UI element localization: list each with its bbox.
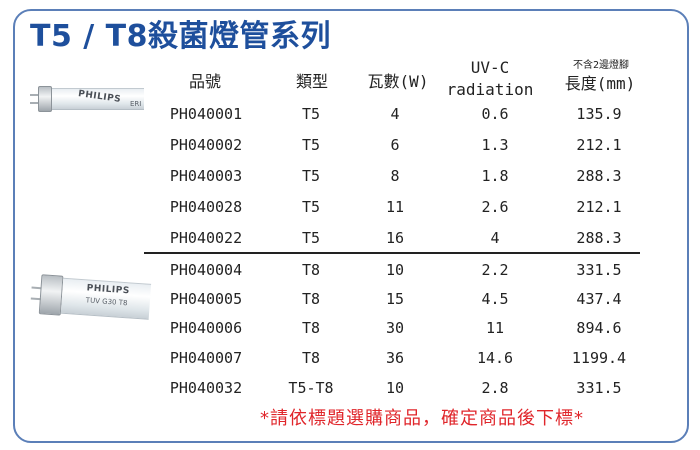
cell-type: T8 bbox=[301, 290, 321, 308]
cell-product-no: PH040005 bbox=[169, 290, 243, 308]
cell-type: T8 bbox=[301, 319, 321, 337]
page-title: T5 / T8殺菌燈管系列 bbox=[30, 19, 332, 54]
header-length: 長度(mm) bbox=[564, 74, 636, 93]
cell-type: T5-T8 bbox=[288, 379, 334, 397]
cell-product-no: PH040028 bbox=[169, 198, 243, 216]
cell-watt: 8 bbox=[390, 167, 400, 185]
cell-length: 212.1 bbox=[576, 136, 622, 154]
cell-uvc: 14.6 bbox=[476, 349, 514, 367]
cell-uvc: 0.6 bbox=[481, 105, 509, 123]
lamp-sub-text: ERI bbox=[130, 100, 142, 108]
lamp-cap bbox=[38, 86, 52, 112]
header-type: 類型 bbox=[295, 72, 328, 91]
catalog-frame bbox=[13, 9, 689, 443]
cell-uvc: 2.2 bbox=[481, 261, 509, 279]
cell-watt: 36 bbox=[385, 349, 405, 367]
cell-product-no: PH040001 bbox=[169, 105, 243, 123]
t5-lamp-image: PHILIPS ERI bbox=[30, 86, 144, 112]
header-length-note: 不含2邊燈腳 bbox=[572, 60, 630, 71]
cell-type: T8 bbox=[301, 349, 321, 367]
header-uvc-line1: UV-C bbox=[470, 58, 510, 77]
cell-type: T5 bbox=[301, 105, 321, 123]
cell-watt: 16 bbox=[385, 229, 405, 247]
cell-length: 135.9 bbox=[576, 105, 622, 123]
cell-length: 894.6 bbox=[576, 319, 622, 337]
lamp-pin bbox=[30, 94, 40, 96]
cell-type: T8 bbox=[301, 261, 321, 279]
lamp-pin bbox=[30, 102, 40, 104]
header-uvc-line2: radiation bbox=[446, 80, 534, 99]
cell-watt: 10 bbox=[385, 379, 405, 397]
cell-uvc: 1.3 bbox=[481, 136, 509, 154]
cell-watt: 15 bbox=[385, 290, 405, 308]
cell-type: T5 bbox=[301, 136, 321, 154]
cell-product-no: PH040003 bbox=[169, 167, 243, 185]
cell-product-no: PH040004 bbox=[169, 261, 243, 279]
cell-length: 288.3 bbox=[576, 167, 622, 185]
lamp-cap bbox=[38, 274, 64, 316]
cell-uvc: 4 bbox=[490, 229, 500, 247]
cell-uvc: 2.6 bbox=[481, 198, 509, 216]
cell-type: T5 bbox=[301, 229, 321, 247]
cell-watt: 10 bbox=[385, 261, 405, 279]
cell-length: 331.5 bbox=[576, 379, 622, 397]
cell-length: 331.5 bbox=[576, 261, 622, 279]
cell-watt: 11 bbox=[385, 198, 405, 216]
lamp-tube bbox=[52, 88, 144, 110]
cell-type: T5 bbox=[301, 167, 321, 185]
cell-product-no: PH040032 bbox=[169, 379, 243, 397]
cell-type: T5 bbox=[301, 198, 321, 216]
t8-lamp-image: PHILIPS TUV G30 T8 bbox=[30, 274, 152, 320]
cell-uvc: 1.8 bbox=[481, 167, 509, 185]
purchase-note: *請依標題選購商品，確定商品後下標* bbox=[260, 408, 584, 429]
cell-uvc: 4.5 bbox=[481, 290, 509, 308]
header-watt: 瓦數(W) bbox=[367, 72, 429, 91]
cell-product-no: PH040007 bbox=[169, 349, 243, 367]
cell-length: 1199.4 bbox=[571, 349, 627, 367]
header-product-no: 品號 bbox=[188, 72, 221, 91]
cell-length: 212.1 bbox=[576, 198, 622, 216]
cell-length: 288.3 bbox=[576, 229, 622, 247]
cell-watt: 30 bbox=[385, 319, 405, 337]
cell-product-no: PH040006 bbox=[169, 319, 243, 337]
cell-uvc: 2.8 bbox=[481, 379, 509, 397]
t5-t8-divider bbox=[144, 252, 640, 254]
cell-product-no: PH040002 bbox=[169, 136, 243, 154]
cell-watt: 6 bbox=[390, 136, 400, 154]
cell-length: 437.4 bbox=[576, 290, 622, 308]
cell-uvc: 11 bbox=[485, 319, 505, 337]
cell-watt: 4 bbox=[390, 105, 400, 123]
cell-product-no: PH040022 bbox=[169, 229, 243, 247]
